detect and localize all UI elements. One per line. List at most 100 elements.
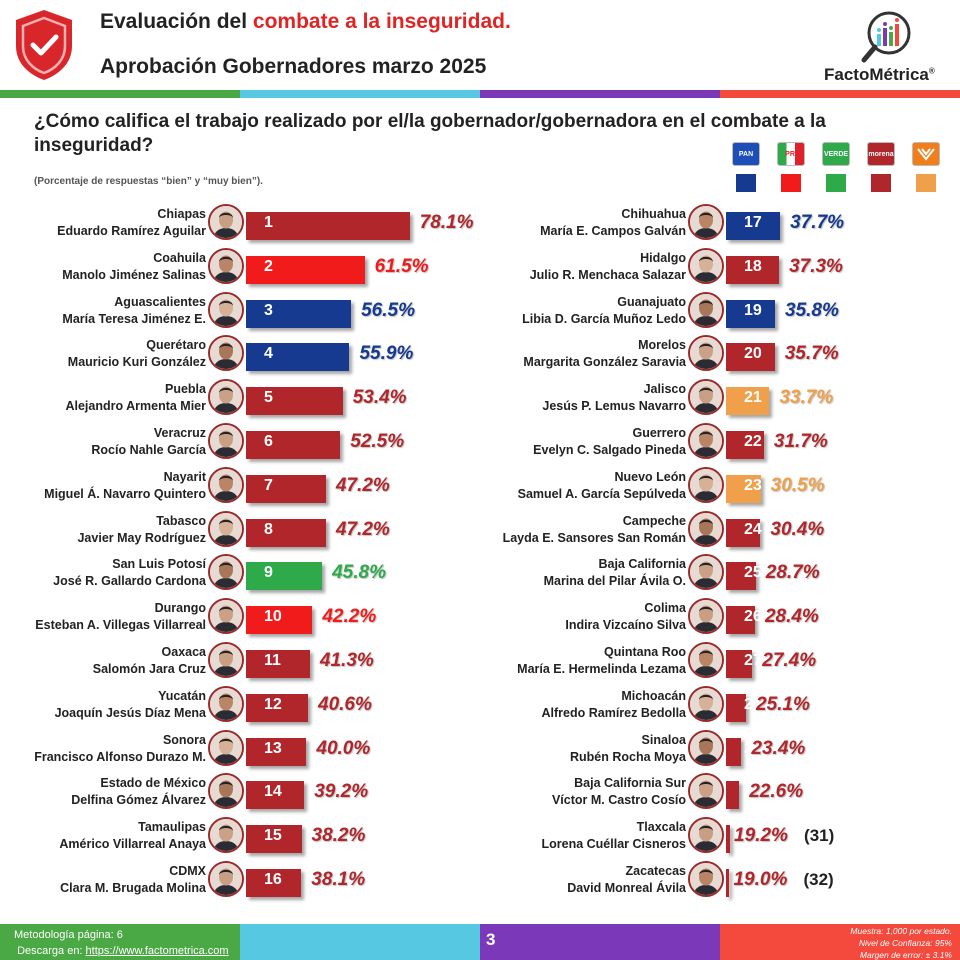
governor-name: María E. Campos Galván xyxy=(540,224,686,238)
value-label: 28.7% xyxy=(765,562,820,584)
legend-item-pvem: VERDE xyxy=(822,142,850,192)
value-label: 61.5% xyxy=(374,255,429,277)
value-label: 35.7% xyxy=(784,343,839,365)
person-icon xyxy=(690,644,722,676)
legend-item-pan: PAN xyxy=(732,142,760,192)
value-label: 40.0% xyxy=(316,737,371,759)
row-label: Guerrero Evelyn C. Salgado Pineda xyxy=(486,425,686,459)
state-name: Chihuahua xyxy=(621,207,686,221)
margin-of-error: Margen de error: ± 3.1% xyxy=(859,950,952,960)
governor-name: Rubén Rocha Moya xyxy=(570,749,686,764)
rank-label: 11 xyxy=(264,652,281,669)
rank-label: 25 xyxy=(744,564,762,582)
state-name: Baja California xyxy=(598,557,686,572)
rank-label: 7 xyxy=(264,476,273,494)
chart-row: Sinaloa Rubén Rocha Moya 29 23.4% xyxy=(0,726,960,768)
governor-name: Miguel Á. Navarro Quintero xyxy=(44,486,206,501)
governor-photo xyxy=(208,423,244,459)
bar xyxy=(246,299,352,328)
governor-name: Marina del Pilar Ávila O. xyxy=(543,574,686,589)
governor-name: José R. Gallardo Cardona xyxy=(53,574,206,589)
person-icon xyxy=(690,293,722,326)
party-legend: PAN PRI VERDE morena xyxy=(732,142,940,192)
row-label: Jalisco Jesús P. Lemus Navarro xyxy=(486,381,686,415)
governor-name: Julio R. Menchaca Salazar xyxy=(529,267,686,282)
state-name: Campeche xyxy=(622,513,686,528)
governor-photo xyxy=(688,642,724,678)
value-label: 19.2% xyxy=(734,825,788,847)
person-icon xyxy=(690,249,722,282)
row-label: Nuevo León Samuel A. García Sepúlveda xyxy=(486,469,686,503)
person-icon xyxy=(690,731,722,764)
bar xyxy=(726,781,740,810)
person-icon xyxy=(210,775,242,808)
governor-name: Salomón Jara Cruz xyxy=(92,662,206,676)
row-label: Guanajuato Libia D. García Muñoz Ledo xyxy=(486,294,686,328)
state-name: Zacatecas xyxy=(625,864,686,878)
color-stripe-bottom xyxy=(0,924,960,960)
chart-row: Querétaro Mauricio Kuri González 4 55.9% xyxy=(0,331,960,373)
governor-photo xyxy=(208,466,244,503)
governor-name: Alfredo Ramírez Bedolla xyxy=(541,705,686,720)
bar xyxy=(726,212,781,240)
bar xyxy=(246,737,307,766)
person-icon xyxy=(210,863,242,895)
page-subtitle: Aprobación Gobernadores marzo 2025 xyxy=(100,55,487,78)
chart-row: Michoacán Alfredo Ramírez Bedolla 28 25.1% xyxy=(0,682,960,724)
value-label: 37.7% xyxy=(790,212,845,233)
row-label: Querétaro Mauricio Kuri González xyxy=(6,337,206,371)
state-name: Tabasco xyxy=(156,513,206,528)
chart-row: Chihuahua María E. Campos Galván 17 37.7% xyxy=(0,200,960,242)
value-label: 23.4% xyxy=(751,737,806,759)
chart-row: Baja California Marina del Pilar Ávila O.… xyxy=(0,550,960,592)
rank-label: 22 xyxy=(744,433,762,450)
row-label: Chihuahua María E. Campos Galván xyxy=(486,206,686,240)
governor-photo xyxy=(688,423,724,459)
row-label: Oaxaca Salomón Jara Cruz xyxy=(6,644,206,678)
chart-row: CDMX Clara M. Brugada Molina 16 38.1% xyxy=(0,857,960,899)
row-label: Sonora Francisco Alfonso Durazo M. xyxy=(6,732,206,766)
governor-name: Lorena Cuéllar Cisneros xyxy=(541,837,687,852)
row-label: Coahuila Manolo Jiménez Salinas xyxy=(6,250,206,284)
approval-bar-chart: Chiapas Eduardo Ramírez Aguilar 1 78.1% Coah… xyxy=(0,200,960,900)
legend-pri-label: PRI xyxy=(785,150,797,158)
magnifier-chart-icon xyxy=(861,11,911,63)
rank-label: 1 xyxy=(264,214,273,231)
row-label: Baja California Marina del Pilar Ávila O. xyxy=(486,556,686,590)
chart-row: Quintana Roo María E. Hermelinda Lezama 27… xyxy=(0,638,960,680)
row-label: Estado de México Delfina Gómez Álvarez xyxy=(6,775,206,809)
chart-row: Jalisco Jesús P. Lemus Navarro 21 33.7% xyxy=(0,375,960,417)
footer-green xyxy=(0,924,240,960)
governor-name: Javier May Rodríguez xyxy=(77,530,206,545)
row-label: Morelos Margarita González Saravia xyxy=(486,337,686,371)
bar xyxy=(726,825,731,854)
state-name: Nayarit xyxy=(163,469,206,484)
person-icon xyxy=(690,600,722,633)
person-icon xyxy=(210,731,242,764)
download-link[interactable]: https://www.factometrica.com xyxy=(85,945,229,957)
rank-label: 10 xyxy=(264,608,282,626)
value-label: 53.4% xyxy=(352,387,407,409)
footer-purple xyxy=(480,924,720,960)
brand-mark: ® xyxy=(928,66,935,76)
download-prefix: Descarga en: xyxy=(17,945,86,957)
value-label: 30.4% xyxy=(770,518,825,540)
download-line: Descarga en: https://www.factometrica.co… xyxy=(14,943,229,959)
row-label: Puebla Alejandro Armenta Mier xyxy=(6,381,206,415)
header: Evaluación del combate a la inseguridad.… xyxy=(0,0,960,88)
person-icon xyxy=(690,775,722,808)
row-label: Aguascalientes María Teresa Jiménez E. xyxy=(6,294,206,328)
row-label: Veracruz Rocío Nahle García xyxy=(6,425,206,459)
governor-name: Samuel A. García Sepúlveda xyxy=(517,486,686,501)
bar xyxy=(246,562,323,591)
stripe-cyan xyxy=(240,90,480,98)
governor-photo xyxy=(208,247,244,284)
chart-row: Aguascalientes María Teresa Jiménez E. 3 56… xyxy=(0,288,960,330)
person-icon xyxy=(210,425,242,457)
legend-pvem-label: VERDE xyxy=(823,150,849,158)
chart-row: Veracruz Rocío Nahle García 6 52.5% xyxy=(0,419,960,461)
survey-question: ¿Cómo califica el trabajo realizado por … xyxy=(34,111,826,156)
person-icon xyxy=(210,249,242,282)
person-icon xyxy=(690,206,722,238)
rank-label: 4 xyxy=(264,345,273,363)
